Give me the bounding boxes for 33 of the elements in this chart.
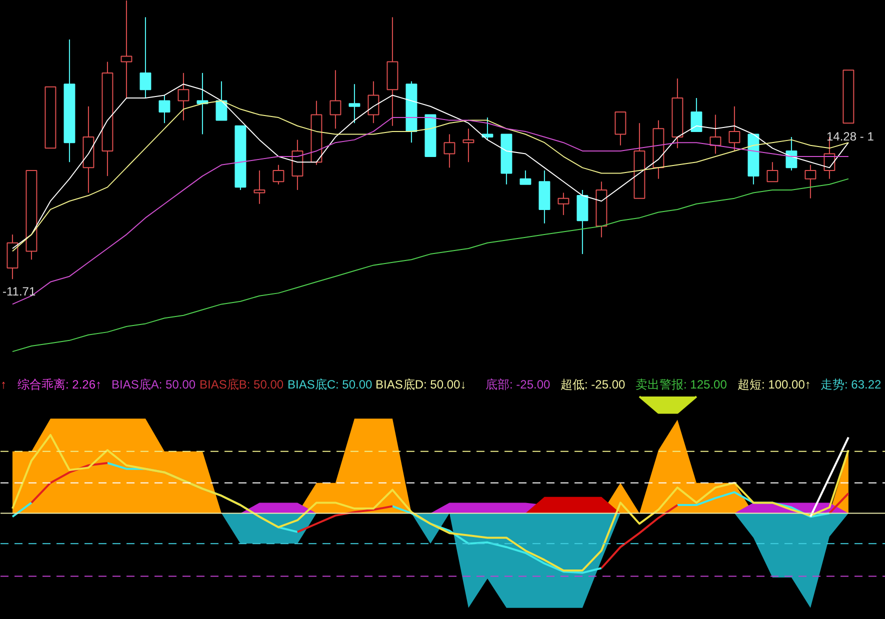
candlestick [272,164,284,185]
text: 底部: -25.00 [486,378,551,392]
candlestick [462,128,474,163]
candlestick [178,72,190,121]
candlestick [804,164,816,199]
candlestick [690,98,702,132]
text: 走势: 63.22 [820,378,882,392]
text: 卖出警报: 125.00 [636,378,728,392]
text: 超低: -25.00 [560,378,626,392]
text: BIAS底D: 50.00↓ [376,378,466,392]
candlestick [558,192,570,216]
text: 综合乖离: 2.26↑ [18,378,102,392]
candlestick [254,170,266,204]
annotation: 14.28 - 1 [826,130,874,144]
candlestick [710,114,722,154]
candlestick [158,94,170,124]
candlestick [614,111,626,146]
candlestick [728,106,740,152]
text: 超短: 100.00↑ [738,378,811,392]
text: BIAS底C: 50.00 [288,378,373,392]
text: BIAS底A: 50.00 [112,378,196,392]
text: ↑ [0,378,6,392]
candlestick [216,80,228,121]
candlestick [520,170,532,185]
candlestick [330,70,342,130]
candlestick [444,134,456,168]
text: -11.71 [2,284,36,298]
candlestick [766,162,778,182]
candlestick [482,117,494,140]
candlestick [368,80,380,124]
text: BIAS底B: 50.00 [200,378,284,392]
candlestick [140,16,152,99]
candlestick [348,84,360,124]
